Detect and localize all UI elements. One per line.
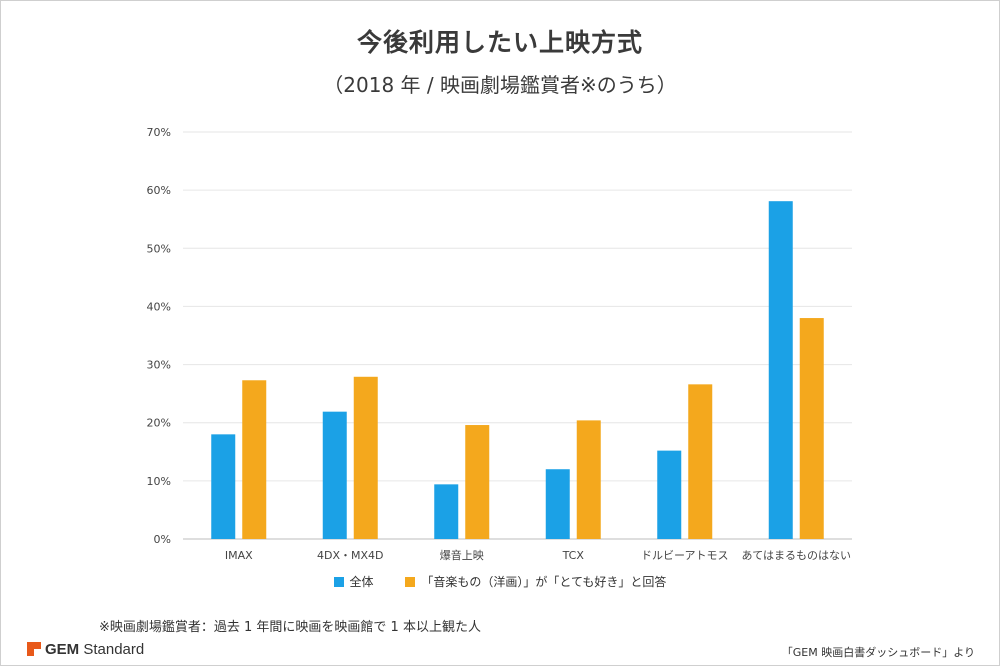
legend-label-series-1: 全体: [349, 575, 374, 589]
x-tick-label: 4DX・MX4D: [317, 549, 384, 562]
chart-legend: 全体 「音楽もの（洋画）」が「とても好き」と回答: [1, 573, 999, 590]
bar-chart: 0% 10% 20% 30% 40% 50% 60% 70% IMAX 4DX・MX4D 爆音上映 T…: [147, 126, 852, 562]
chart-title: 今後利用したい上映方式: [356, 28, 643, 57]
footnote: ※映画劇場鑑賞者：過去 1 年間に映画を映画館で 1 本以上観た人: [99, 620, 481, 635]
x-tick-label: IMAX: [225, 549, 253, 562]
x-tick-label: 爆音上映: [440, 548, 484, 562]
legend-item-series-1: 全体: [333, 573, 374, 590]
legend-swatch-series-1: [333, 577, 344, 587]
bar-2-2: [465, 425, 490, 539]
x-tick-label: TCX: [562, 549, 585, 562]
bar-1-4: [657, 450, 682, 539]
legend-item-series-2: 「音楽もの（洋画）」が「とても好き」と回答: [405, 573, 666, 590]
bar-1-5: [768, 201, 793, 539]
bar-1-2: [434, 484, 459, 539]
x-tick-label: ドルビーアトモス: [641, 549, 729, 562]
y-tick-label: 40%: [147, 300, 171, 313]
logo-text-bold: GEM: [45, 641, 80, 658]
y-tick-label: 0%: [154, 533, 171, 546]
legend-label-series-2: 「音楽もの（洋画）」が「とても好き」と回答: [421, 575, 667, 589]
y-tick-label: 30%: [147, 359, 171, 372]
bar-2-0: [242, 380, 267, 539]
y-tick-label: 70%: [147, 126, 171, 139]
x-tick-label: あてはまるものはない: [741, 549, 851, 562]
y-tick-label: 60%: [147, 184, 171, 197]
logo-mark-icon: [27, 642, 41, 656]
bar-2-3: [576, 420, 601, 539]
bar-2-1: [353, 376, 378, 539]
legend-swatch-series-2: [405, 577, 416, 587]
bar-2-5: [799, 318, 824, 539]
y-tick-label: 10%: [147, 475, 171, 488]
bar-1-1: [322, 411, 347, 539]
y-tick-label: 20%: [147, 417, 171, 430]
bar-1-0: [211, 434, 236, 539]
gem-standard-logo: GEM Standard: [27, 641, 144, 658]
bar-2-4: [688, 384, 713, 539]
chart-subtitle: （2018 年 / 映画劇場鑑賞者※のうち）: [323, 73, 677, 97]
logo-text: Standard: [79, 641, 145, 658]
bar-1-3: [545, 469, 570, 539]
y-tick-label: 50%: [147, 242, 171, 255]
source-note: 「GEM 映画白書ダッシュボード」より: [781, 646, 975, 659]
